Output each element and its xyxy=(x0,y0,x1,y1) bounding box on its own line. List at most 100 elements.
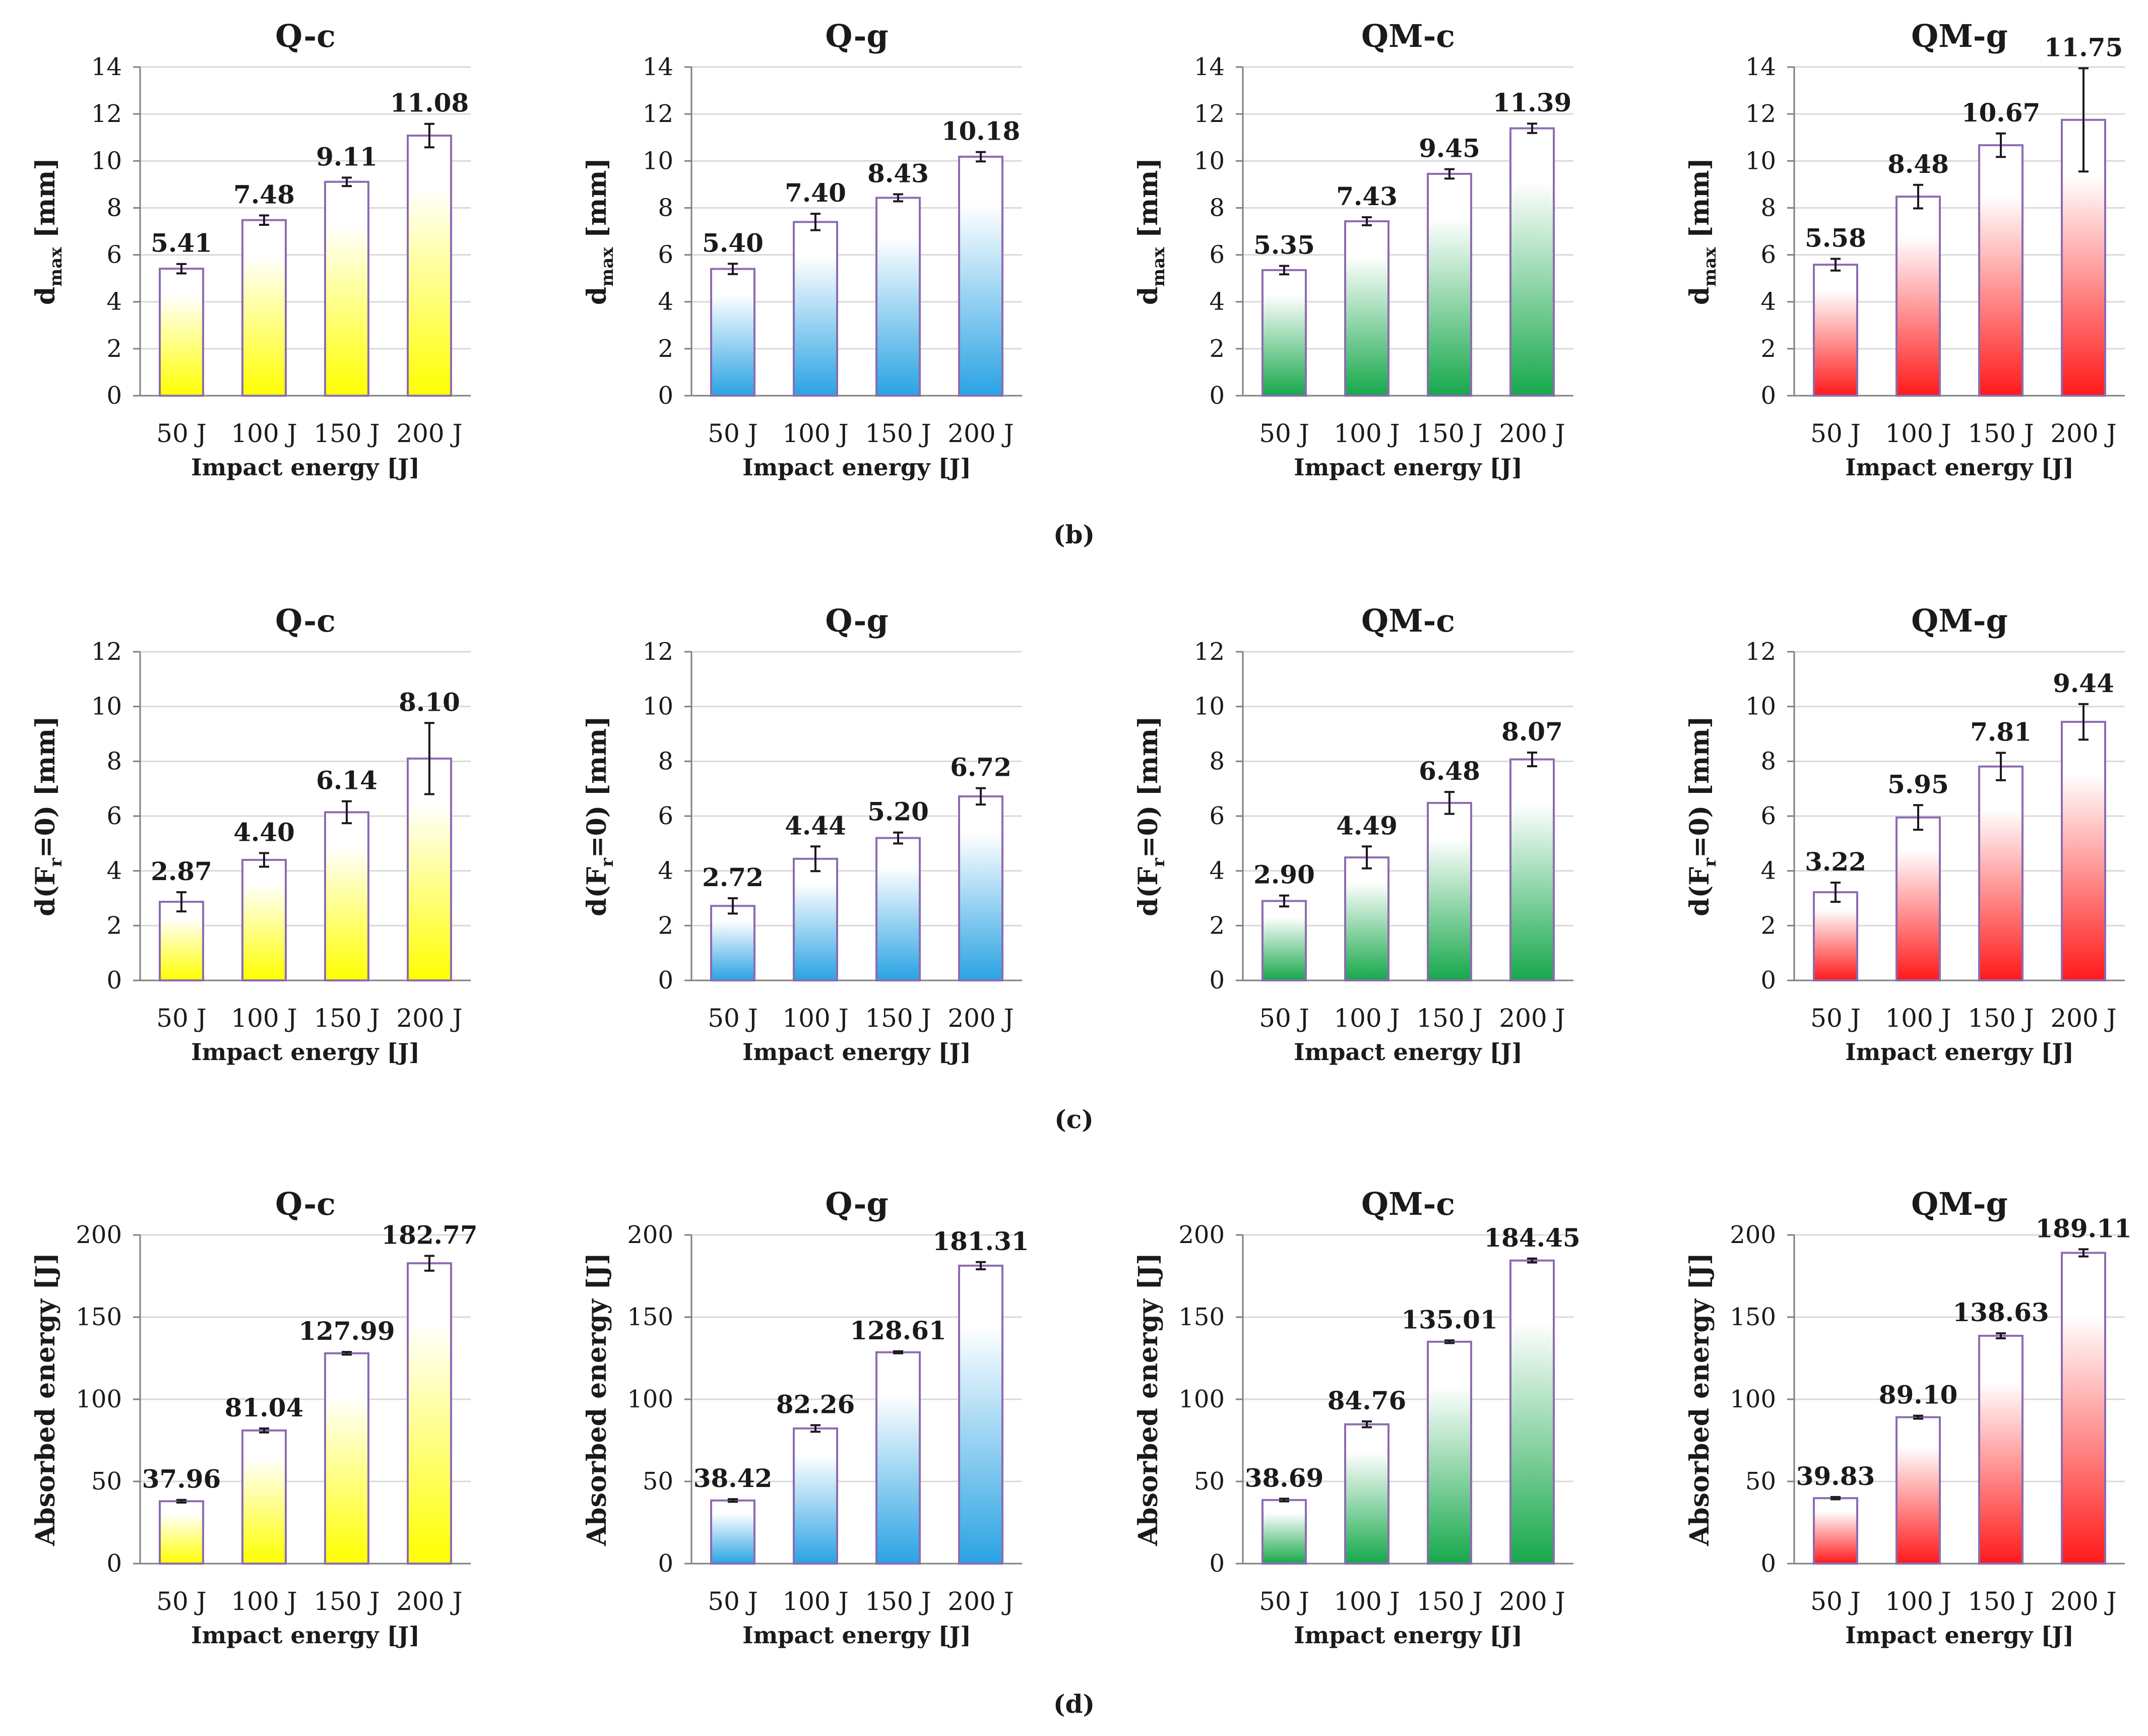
x-tick-label: 200 J xyxy=(396,1587,462,1616)
y-tick-label: 0 xyxy=(106,1549,122,1578)
y-tick-label: 12 xyxy=(643,638,673,666)
y-tick-label: 100 xyxy=(76,1385,122,1413)
x-axis-label: Impact energy [J] xyxy=(1294,1622,1523,1649)
y-tick-label: 150 xyxy=(76,1303,122,1331)
bar xyxy=(324,180,369,397)
bar xyxy=(1509,127,1555,397)
data-label: 8.07 xyxy=(1501,717,1563,747)
y-axis-label: dmax [mm] xyxy=(1133,158,1169,305)
x-tick-label: 50 J xyxy=(708,1004,758,1033)
y-tick-label: 10 xyxy=(91,147,122,175)
x-tick-label: 150 J xyxy=(1968,1587,2034,1616)
chart-title: QM-c xyxy=(1361,602,1455,639)
bar xyxy=(1896,816,1941,981)
x-tick-label: 150 J xyxy=(1416,419,1482,448)
y-tick-label: 8 xyxy=(1209,194,1225,222)
x-tick-label: 200 J xyxy=(947,419,1014,448)
x-tick-label: 200 J xyxy=(947,1587,1014,1616)
bar xyxy=(1427,172,1472,397)
x-tick-label: 50 J xyxy=(1810,1004,1861,1033)
panel-label: (d) xyxy=(1053,1689,1095,1719)
y-tick-label: 10 xyxy=(91,693,122,721)
bar xyxy=(793,1427,838,1565)
bar xyxy=(407,1262,452,1565)
chart-panel: QM-g 0 2 4 6 8 10 12 3.22 50 J 5.95 100 J 7.81 150 J 9… xyxy=(1684,602,2125,1066)
bar xyxy=(241,219,287,397)
chart-title: Q-c xyxy=(275,1186,336,1222)
x-tick-label: 200 J xyxy=(947,1004,1014,1033)
y-tick-label: 8 xyxy=(106,194,122,222)
x-tick-label: 50 J xyxy=(1259,1587,1309,1616)
x-tick-label: 200 J xyxy=(1499,419,1565,448)
y-tick-label: 10 xyxy=(1745,693,1776,721)
chart-panel: Q-c 0 2 4 6 8 10 12 2.87 50 J 4.40 100 J 6.14 150 J 8.… xyxy=(30,602,471,1066)
data-label: 5.41 xyxy=(151,228,212,258)
x-tick-label: 150 J xyxy=(313,1004,380,1033)
y-axis-label: d(Fr=0) [mm] xyxy=(1684,716,1720,916)
bar xyxy=(241,1429,287,1565)
y-tick-label: 150 xyxy=(1730,1303,1776,1331)
x-axis-label: Impact energy [J] xyxy=(1294,454,1523,481)
data-label: 8.48 xyxy=(1887,149,1949,179)
chart-panel: QM-g 0 50 100 150 200 39.83 50 J 89.10 100 J 138.6… xyxy=(1684,1186,2132,1649)
data-label: 9.45 xyxy=(1419,134,1480,163)
y-tick-label: 0 xyxy=(1760,382,1776,410)
chart-panel: Q-c 0 50 100 150 200 37.96 50 J 81.04 100 J 127.99… xyxy=(30,1186,478,1649)
y-tick-label: 0 xyxy=(658,382,673,410)
data-label: 127.99 xyxy=(298,1316,395,1346)
bar xyxy=(1896,196,1941,397)
y-tick-label: 2 xyxy=(1209,335,1225,363)
y-tick-label: 200 xyxy=(76,1221,122,1249)
data-label: 4.44 xyxy=(785,811,846,840)
y-tick-label: 14 xyxy=(1194,53,1225,81)
bar xyxy=(1509,758,1555,982)
data-label: 182.77 xyxy=(381,1220,477,1250)
x-axis-label: Impact energy [J] xyxy=(742,454,971,481)
chart-panel: QM-g 0 2 4 6 8 10 12 14 5.58 50 J 8.48 100 J 10.67 150… xyxy=(1684,18,2125,481)
y-tick-label: 0 xyxy=(658,1549,673,1578)
x-tick-label: 200 J xyxy=(2050,419,2116,448)
data-label: 10.67 xyxy=(1962,98,2041,128)
bar xyxy=(2061,1252,2106,1565)
x-tick-label: 50 J xyxy=(1810,419,1861,448)
x-tick-label: 100 J xyxy=(782,1004,848,1033)
y-tick-label: 50 xyxy=(91,1467,122,1496)
bar xyxy=(710,268,755,397)
bar xyxy=(1978,1335,2024,1565)
y-tick-label: 14 xyxy=(1745,53,1776,81)
y-tick-label: 14 xyxy=(643,53,673,81)
data-label: 39.83 xyxy=(1796,1461,1875,1491)
x-axis-label: Impact energy [J] xyxy=(742,1622,971,1649)
y-tick-label: 0 xyxy=(106,382,122,410)
data-label: 11.08 xyxy=(390,88,469,118)
y-tick-label: 8 xyxy=(1760,194,1776,222)
data-label: 138.63 xyxy=(1952,1297,2049,1327)
y-tick-label: 6 xyxy=(1760,241,1776,269)
y-tick-label: 14 xyxy=(91,53,122,81)
y-tick-label: 8 xyxy=(658,747,673,775)
y-tick-label: 2 xyxy=(658,911,673,940)
chart-title: QM-g xyxy=(1911,18,2008,54)
bar xyxy=(710,1499,755,1565)
data-label: 6.72 xyxy=(950,753,1012,782)
y-tick-label: 8 xyxy=(106,747,122,775)
y-axis-label: Absorbed energy [J] xyxy=(30,1253,61,1546)
chart-title: QM-g xyxy=(1911,602,2008,639)
bar xyxy=(159,268,204,397)
y-tick-label: 2 xyxy=(658,335,673,363)
y-tick-label: 0 xyxy=(1760,1549,1776,1578)
y-tick-label: 4 xyxy=(106,288,122,316)
y-tick-label: 2 xyxy=(106,911,122,940)
data-label: 38.69 xyxy=(1245,1463,1324,1493)
y-tick-label: 12 xyxy=(1745,100,1776,128)
x-tick-label: 50 J xyxy=(156,1004,207,1033)
x-tick-label: 150 J xyxy=(313,1587,380,1616)
x-tick-label: 50 J xyxy=(156,1587,207,1616)
x-tick-label: 50 J xyxy=(156,419,207,448)
bar xyxy=(1813,264,1858,397)
data-label: 84.76 xyxy=(1328,1386,1407,1415)
bar xyxy=(958,155,1003,397)
x-tick-label: 100 J xyxy=(782,1587,848,1616)
y-tick-label: 4 xyxy=(1209,288,1225,316)
y-tick-label: 10 xyxy=(1194,693,1225,721)
